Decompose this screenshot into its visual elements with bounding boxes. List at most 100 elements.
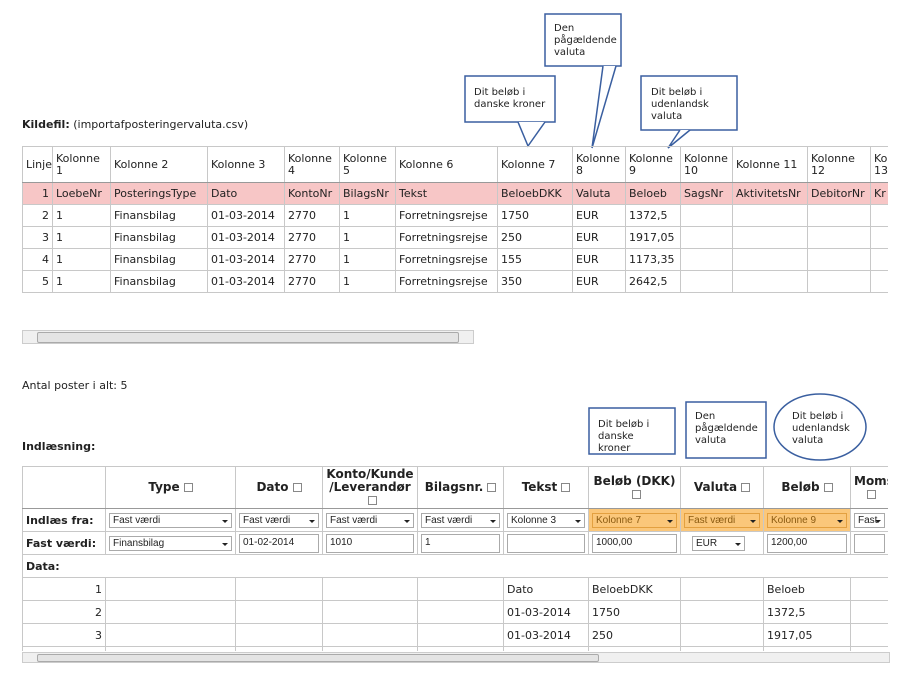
- cell: EUR: [572, 270, 626, 293]
- column-header: Kolonne 1: [52, 146, 111, 183]
- text-input[interactable]: 1: [421, 533, 500, 553]
- dropdown[interactable]: Kolonne 9: [767, 512, 847, 528]
- help-icon[interactable]: [487, 483, 497, 492]
- text-input[interactable]: 01-02-2014: [239, 533, 319, 553]
- cell: 155: [497, 248, 573, 271]
- text-input[interactable]: 1200,00: [767, 533, 847, 553]
- cell: BeloebDKK: [497, 182, 573, 205]
- cell: 01-03-2014: [207, 204, 285, 227]
- column-header: Kolonne 2: [110, 146, 208, 183]
- help-icon[interactable]: [632, 489, 641, 499]
- dropdown[interactable]: Kolonne 3: [507, 512, 585, 528]
- cell: 1: [22, 182, 53, 205]
- cell: DebitorNr: [807, 182, 871, 205]
- cell: 01-03-2014: [503, 646, 589, 651]
- column-header: Kolonne 13: [870, 146, 888, 183]
- select-row: Indlæs fra: Fast værdi Fast værdi Fast værd…: [22, 508, 888, 532]
- help-icon[interactable]: [867, 489, 876, 499]
- callout-text: Den pågældende valuta: [695, 411, 758, 446]
- text-input[interactable]: 1010: [326, 533, 414, 553]
- dropdown[interactable]: Fast værdi: [109, 512, 232, 528]
- cell: 1917,05: [763, 623, 851, 647]
- cell: Finansbilag: [105, 531, 236, 555]
- cell: [850, 577, 888, 601]
- help-icon[interactable]: [367, 496, 377, 505]
- scroll-thumb[interactable]: [37, 654, 599, 662]
- help-icon[interactable]: [292, 483, 302, 492]
- text-input[interactable]: [854, 533, 885, 553]
- cell: 1372,5: [763, 600, 851, 624]
- cell: [680, 577, 764, 601]
- help-icon[interactable]: [823, 483, 833, 492]
- cell: [322, 577, 418, 601]
- header-text: Moms: [854, 473, 888, 488]
- scrollbar[interactable]: [22, 652, 890, 663]
- dropdown[interactable]: Finansbilag: [109, 535, 232, 551]
- dropdown[interactable]: EUR: [692, 535, 745, 551]
- cell: Finansbilag: [110, 204, 208, 227]
- source-table-wrap: Linje Kolonne 1 Kolonne 2 Kolonne 3 Kolonne …: [22, 146, 888, 293]
- dropdown[interactable]: Kolonne 7: [592, 512, 677, 528]
- cell: [870, 226, 888, 249]
- dropdown[interactable]: Fast værdi: [421, 512, 500, 528]
- callout-box: [544, 13, 622, 67]
- data-row: 4 01-03-2014155 1173,35: [22, 646, 888, 651]
- cell: [807, 270, 871, 293]
- dropdown[interactable]: Fast værdi: [239, 512, 319, 528]
- callout-pointer: [591, 65, 617, 149]
- scrollbar[interactable]: [22, 330, 474, 344]
- cell: SagsNr: [680, 182, 733, 205]
- cell: [732, 270, 808, 293]
- text-input[interactable]: 1000,00: [592, 533, 677, 553]
- callout-text: Dit beløb i danske kroner: [474, 87, 546, 110]
- row-label: Indlæs fra:: [22, 508, 106, 532]
- column-header: Linje: [22, 146, 53, 183]
- cell: EUR: [572, 226, 626, 249]
- callout-text: Dit beløb i udenlandsk valuta: [792, 411, 850, 446]
- cell: EUR: [572, 248, 626, 271]
- scroll-thumb[interactable]: [37, 332, 459, 343]
- cell: Fast værdi: [235, 508, 323, 532]
- callout-text: Dit beløb i danske kroner: [598, 419, 650, 454]
- cell: EUR: [572, 204, 626, 227]
- cell: [105, 623, 236, 647]
- dropdown[interactable]: Fast værdi: [326, 512, 414, 528]
- cell: 1: [52, 270, 111, 293]
- cell: Fast værdi: [105, 508, 236, 532]
- count-text: Antal poster i alt: 5: [22, 379, 128, 392]
- column-header: Kolonne 6: [395, 146, 498, 183]
- cell: [807, 226, 871, 249]
- cell: LoebeNr: [52, 182, 111, 205]
- cell: Tekst: [395, 182, 498, 205]
- cell: 1: [339, 270, 396, 293]
- cell: 2770: [284, 270, 340, 293]
- cell: 01-03-2014: [207, 226, 285, 249]
- column-header: Dato: [235, 466, 323, 509]
- cell: 4: [22, 248, 53, 271]
- text-input[interactable]: [507, 533, 585, 553]
- cell: 250: [588, 623, 681, 647]
- help-icon[interactable]: [561, 483, 571, 492]
- cell: [850, 600, 888, 624]
- cell: Dato: [207, 182, 285, 205]
- help-icon[interactable]: [741, 483, 751, 492]
- dropdown[interactable]: Fast værdi: [684, 512, 760, 528]
- import-table-wrap: Type Dato Konto/Kunde /Leverandør Bilagsnr.…: [22, 466, 888, 651]
- cell: Forretningsrejse: [395, 204, 498, 227]
- cell: [235, 623, 323, 647]
- cell: 1750: [588, 600, 681, 624]
- help-icon[interactable]: [183, 483, 193, 492]
- dropdown[interactable]: Fast: [854, 512, 885, 528]
- cell: KontoNr: [284, 182, 340, 205]
- cell: [732, 248, 808, 271]
- callout-text: Dit beløb i udenlandsk valuta: [651, 87, 709, 122]
- cell: [680, 623, 764, 647]
- cell: [417, 600, 504, 624]
- callout-box: [640, 75, 738, 131]
- column-header: Beløb (DKK): [588, 466, 681, 509]
- cell: [417, 577, 504, 601]
- header-text: Dato: [256, 480, 289, 494]
- cell: Kolonne 3: [503, 508, 589, 532]
- cell: 1917,05: [625, 226, 681, 249]
- cell: 5: [22, 270, 53, 293]
